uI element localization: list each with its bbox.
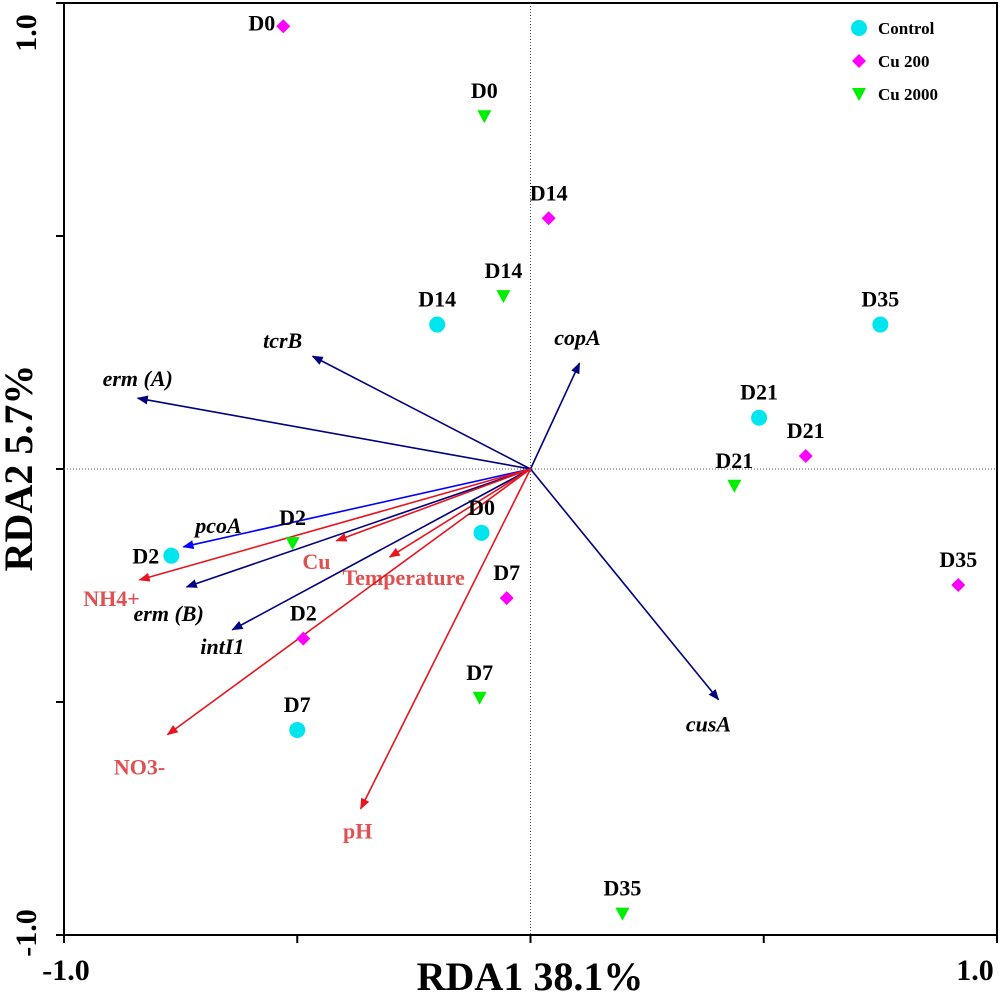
species-arrow [231,468,531,631]
env-arrow [335,468,531,542]
data-point [727,479,742,493]
data-point [615,907,630,921]
data-point [499,591,514,606]
data-point [477,110,492,124]
species-label: erm (A) [103,366,173,391]
legend-marker [852,54,866,68]
point-label: D0 [248,10,275,35]
env-label: Temperature [343,565,465,590]
env-arrow [138,468,531,582]
species-arrow [529,362,581,470]
species-label: cusA [686,712,731,737]
env-arrow [388,468,531,558]
x-tick-label: 1.0 [956,954,994,987]
point-label: D35 [861,287,899,312]
point-label: D35 [939,547,977,572]
species-arrow [185,468,531,588]
env-label: pH [343,819,372,844]
x-axis-label: RDA1 38.1% [417,954,644,993]
point-label: D0 [471,78,498,103]
species-label: erm (B) [134,601,204,626]
data-point [541,211,556,226]
y-tick-label: -1.0 [10,909,43,957]
point-label: D35 [603,876,641,901]
data-point [285,537,300,551]
point-label: D14 [530,180,568,205]
env-label: Cu [302,549,330,574]
species-label: copA [554,325,600,350]
point-label: D2 [290,601,317,626]
y-axis-label: RDA2 5.7% [0,365,41,572]
data-point [296,631,311,646]
data-point [429,316,446,333]
point-label: D7 [284,692,311,717]
env-label: NH4+ [83,586,140,611]
species-label: pcoA [193,513,241,538]
data-point [276,19,291,34]
data-point [798,448,813,463]
data-point [751,409,768,426]
legend-marker [851,20,867,36]
env-arrow [359,468,532,810]
legend-label: Cu 200 [878,52,929,71]
point-label: D2 [279,505,306,530]
species-arrow [529,468,720,701]
data-point [872,316,889,333]
data-point [496,290,511,304]
y-tick-label: 1.0 [10,14,43,52]
point-label: D21 [715,448,753,473]
point-label: D21 [787,418,825,443]
point-label: D7 [466,660,493,685]
legend: Control Cu 200 Cu 2000 [851,19,938,104]
data-point [951,578,966,593]
legend-marker [852,88,866,101]
point-label: D7 [493,560,520,585]
legend-label: Cu 2000 [878,85,938,104]
species-label: tcrB [263,328,302,353]
data-point [163,547,180,564]
data-point [472,691,487,705]
point-label: D0 [468,495,495,520]
env-label: NO3- [114,755,165,780]
point-label: D21 [740,380,778,405]
data-point [473,524,490,541]
x-tick-label: -1.0 [42,954,90,987]
point-label: D14 [484,258,522,283]
legend-label: Control [878,19,935,38]
species-label: intI1 [200,634,244,659]
species-arrow [136,395,531,470]
species-arrow [311,355,531,470]
point-label: D14 [418,287,456,312]
env-arrow [166,468,531,736]
species-arrow [182,468,531,549]
point-label: D2 [132,544,159,569]
data-point [289,721,306,738]
